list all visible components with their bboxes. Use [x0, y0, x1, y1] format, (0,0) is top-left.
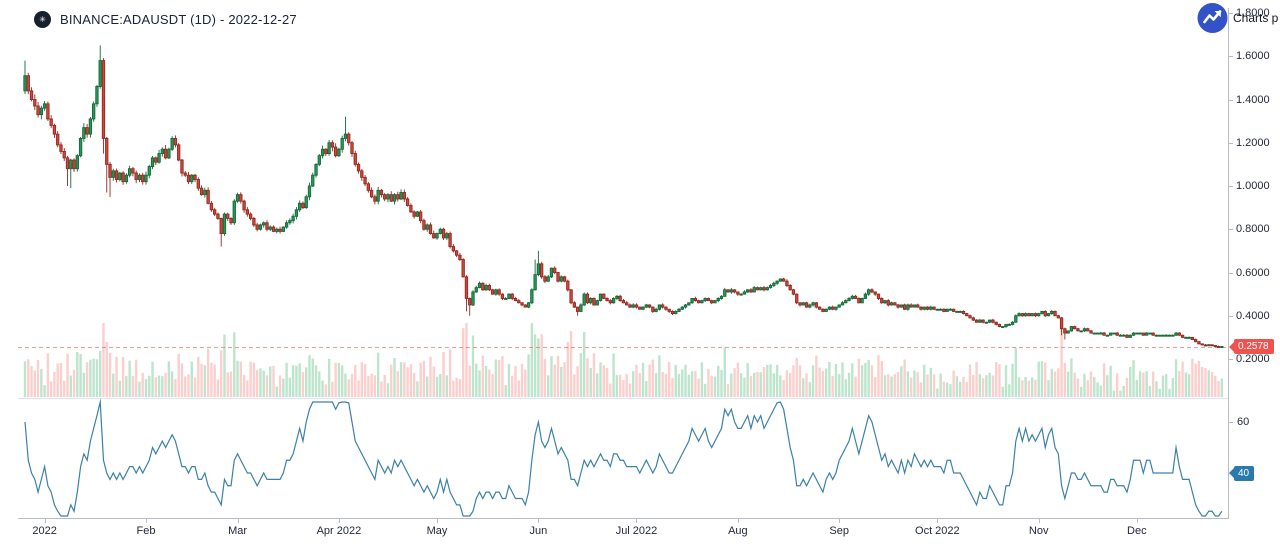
time-tick-label: Dec [1127, 525, 1147, 537]
price-tick-label: 1.2000 [1236, 136, 1270, 149]
price-tick-label: 1.0000 [1236, 180, 1270, 192]
symbol-title: BINANCE:ADAUSDT (1D) - 2022-12-27 [60, 12, 297, 27]
cardano-icon: ✳ [34, 11, 51, 28]
time-tick-label: Jul 2022 [615, 525, 658, 537]
price-tick-label: 1.6000 [1236, 50, 1270, 63]
time-tick-label: May [426, 525, 448, 537]
time-tick-label: 2022 [32, 525, 57, 537]
rsi-value-label: 40 [1228, 465, 1255, 481]
time-tick-label: Oct 2022 [915, 525, 960, 537]
price-tick-label: 0.4000 [1236, 309, 1270, 322]
chart-legend[interactable]: ✳ BINANCE:ADAUSDT (1D) - 2022-12-27 [34, 11, 297, 28]
rsi-axis-tick-label: 60 [1237, 416, 1250, 428]
attribution-text: Charts p [1233, 11, 1279, 25]
price-tick-label: 0.6000 [1236, 266, 1270, 279]
time-tick-label: Nov [1028, 525, 1049, 537]
time-tick-label: Apr 2022 [316, 525, 362, 537]
price-tick-label: 1.4000 [1236, 93, 1270, 106]
tradingview-attribution[interactable]: Charts p [1197, 2, 1278, 35]
tradingview-logo-icon [1197, 3, 1228, 33]
time-tick-label: Aug [728, 525, 748, 537]
time-tick-label: Feb [136, 525, 156, 537]
price-tick-label: 0.2000 [1236, 353, 1270, 365]
price-tick-label: 1.8000 [1236, 7, 1270, 19]
price-tick-label: 0.8000 [1236, 223, 1270, 236]
time-tick-label: Mar [228, 525, 248, 537]
time-tick-label: Sep [829, 525, 850, 537]
time-tick-label: Jun [529, 525, 548, 537]
last-price-label: 0.2578 [1229, 339, 1274, 354]
